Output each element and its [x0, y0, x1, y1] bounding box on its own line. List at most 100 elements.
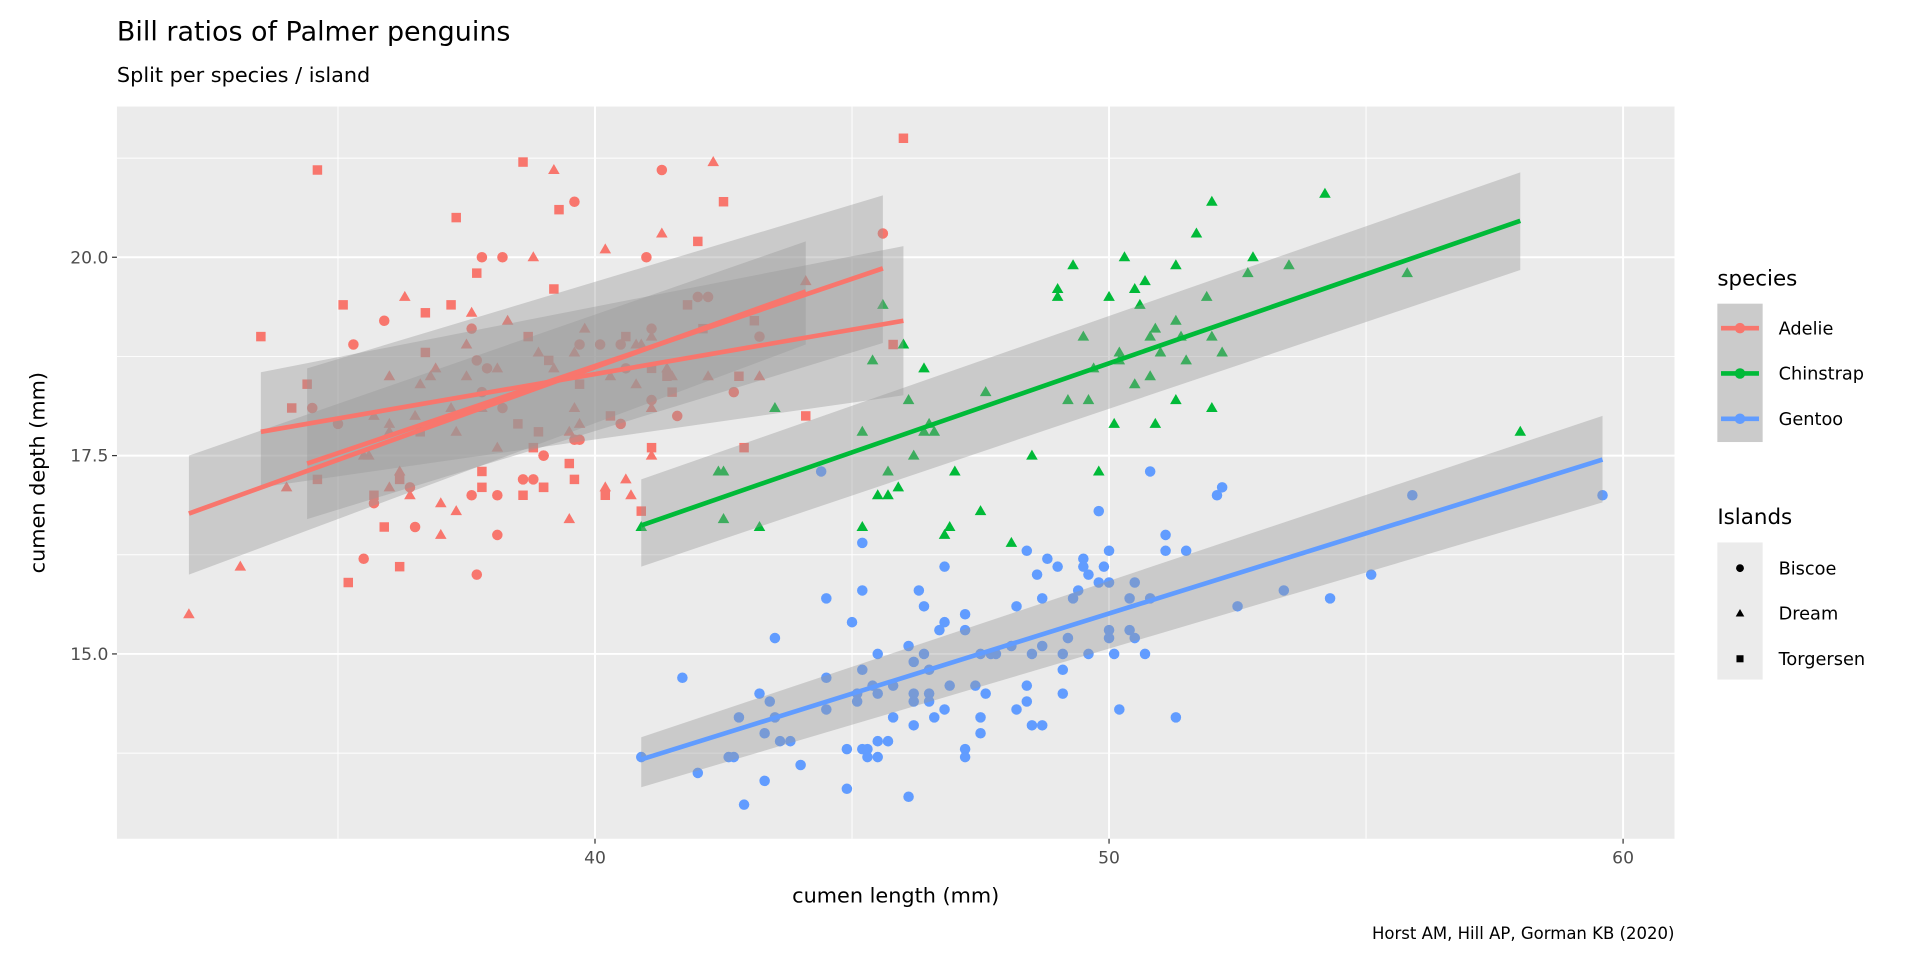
fit-line-gentoo-biscoe	[640, 457, 1604, 762]
point-chinstrap-dream	[1103, 290, 1115, 301]
point-adelie-dream	[368, 409, 380, 420]
point-adelie-dream	[183, 608, 195, 619]
point-chinstrap-dream	[1144, 330, 1156, 341]
point-adelie-dream	[599, 243, 612, 254]
point-chinstrap-dream	[1154, 346, 1167, 357]
point-adelie-torgersen	[554, 204, 564, 215]
point-chinstrap-dream	[1134, 298, 1146, 309]
point-chinstrap-dream	[1128, 378, 1141, 389]
point-adelie-dream	[491, 362, 504, 373]
point-chinstrap-dream	[1283, 259, 1295, 270]
point-adelie-torgersen	[518, 490, 528, 501]
ci-band-adelie-dream	[188, 241, 806, 575]
point-gentoo-biscoe	[1129, 632, 1141, 644]
data-points	[183, 133, 1608, 810]
point-adelie-dream	[599, 481, 612, 492]
point-gentoo-biscoe	[851, 696, 863, 707]
point-chinstrap-dream	[882, 465, 894, 476]
point-adelie-torgersen	[801, 411, 811, 421]
point-gentoo-biscoe	[1103, 545, 1115, 557]
point-chinstrap-dream	[1026, 449, 1038, 460]
point-adelie-torgersen	[523, 331, 533, 342]
point-gentoo-biscoe	[846, 616, 858, 628]
triangle-icon	[1735, 609, 1745, 617]
point-adelie-dream	[491, 441, 504, 452]
point-gentoo-biscoe	[1078, 561, 1089, 572]
point-adelie-torgersen	[472, 268, 482, 278]
point-gentoo-biscoe	[923, 688, 935, 699]
point-adelie-dream	[604, 370, 617, 381]
point-gentoo-biscoe	[1021, 545, 1033, 557]
point-chinstrap-dream	[907, 449, 920, 460]
point-adelie-torgersen	[693, 236, 703, 247]
point-gentoo-biscoe	[903, 791, 914, 802]
point-adelie-dream	[399, 290, 411, 301]
point-chinstrap-dream	[892, 481, 905, 492]
point-adelie-torgersen	[446, 300, 456, 310]
point-adelie-dream	[645, 401, 658, 412]
point-adelie-dream	[383, 417, 396, 428]
legend-label-biscoe: Biscoe	[1779, 559, 1837, 579]
point-gentoo-biscoe	[1597, 489, 1608, 501]
point-adelie-torgersen	[518, 157, 528, 167]
point-gentoo-biscoe	[821, 672, 832, 683]
point-adelie-dream	[409, 409, 421, 420]
x-tick-label: 40	[584, 848, 606, 868]
point-adelie-biscoe	[492, 529, 503, 541]
point-gentoo-biscoe	[913, 585, 925, 596]
point-adelie-biscoe	[492, 489, 503, 501]
point-adelie-dream	[548, 362, 560, 373]
point-chinstrap-dream	[1051, 282, 1064, 293]
point-chinstrap-dream	[769, 401, 781, 412]
point-adelie-torgersen	[569, 474, 580, 485]
point-adelie-torgersen	[682, 300, 693, 310]
point-chinstrap-dream	[635, 520, 648, 531]
point-adelie-dream	[501, 314, 514, 325]
point-gentoo-biscoe	[677, 672, 688, 683]
point-adelie-biscoe	[471, 569, 483, 580]
point-adelie-dream	[661, 362, 673, 373]
point-adelie-torgersen	[749, 315, 760, 326]
legend-label-torgersen: Torgersen	[1778, 650, 1866, 670]
point-adelie-torgersen	[513, 419, 523, 429]
point-gentoo-biscoe	[1026, 648, 1038, 660]
point-adelie-dream	[429, 362, 442, 373]
point-adelie-torgersen	[343, 577, 353, 588]
point-adelie-biscoe	[481, 363, 493, 374]
fit-line-chinstrap-dream	[640, 218, 1522, 528]
point-gentoo-biscoe	[857, 537, 868, 549]
point-adelie-biscoe	[594, 339, 606, 350]
point-adelie-torgersen	[369, 490, 379, 501]
point-gentoo-biscoe	[872, 735, 883, 747]
point-chinstrap-dream	[1051, 290, 1064, 301]
point-adelie-torgersen	[605, 411, 616, 421]
point-adelie-dream	[363, 449, 375, 460]
point-gentoo-biscoe	[872, 751, 883, 763]
point-gentoo-biscoe	[841, 783, 853, 795]
point-gentoo-biscoe	[733, 712, 745, 723]
point-adelie-biscoe	[307, 402, 318, 414]
point-gentoo-biscoe	[759, 727, 770, 739]
point-gentoo-biscoe	[1365, 569, 1377, 580]
point-adelie-torgersen	[286, 403, 297, 413]
point-adelie-dream	[383, 481, 396, 492]
point-chinstrap-dream	[1128, 282, 1141, 293]
point-gentoo-biscoe	[1078, 553, 1089, 564]
point-chinstrap-dream	[1206, 330, 1218, 341]
point-adelie-biscoe	[641, 251, 652, 263]
point-adelie-dream	[645, 449, 658, 460]
point-gentoo-biscoe	[1052, 561, 1063, 572]
point-gentoo-biscoe	[1232, 601, 1243, 612]
point-adelie-biscoe	[656, 164, 668, 176]
point-adelie-dream	[635, 338, 648, 349]
point-chinstrap-dream	[1200, 290, 1213, 301]
point-chinstrap-dream	[979, 386, 992, 397]
point-gentoo-biscoe	[738, 799, 750, 810]
point-chinstrap-dream	[717, 465, 730, 476]
point-adelie-dream	[578, 322, 591, 333]
point-gentoo-biscoe	[764, 696, 776, 707]
point-chinstrap-dream	[1216, 346, 1228, 357]
point-gentoo-biscoe	[862, 743, 873, 755]
square-icon	[1736, 655, 1744, 663]
point-gentoo-biscoe	[1093, 577, 1105, 588]
